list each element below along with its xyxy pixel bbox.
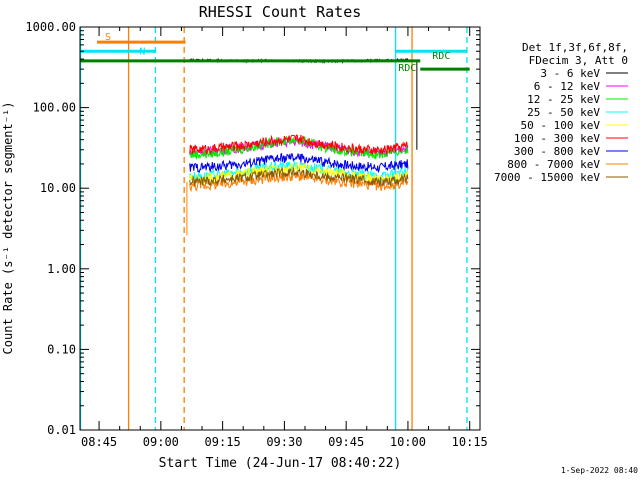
legend-entry-label-2: 12 - 25 keV [527,93,600,106]
render-timestamp: 1-Sep-2022 08:40 [561,466,638,475]
x-tick-label-1: 09:00 [143,435,179,449]
y-tick-label-3: 10.00 [40,181,76,195]
flag-label-0: S [105,32,111,43]
y-axis-label: Count Rate (s⁻¹ detector segment⁻¹) [1,102,15,355]
flag-label-1: N [139,46,145,57]
plot-frame [79,26,481,431]
y-tick-label-0: 0.01 [47,423,76,437]
legend-entry-label-7: 800 - 7000 keV [507,158,600,171]
legend: Det 1f,3f,6f,8f, FDecim 3, Att 0 3 - 6 k… [494,41,628,184]
x-tick-label-2: 09:15 [205,435,241,449]
chart-title: RHESSI Count Rates [199,3,362,21]
x-tick-label-5: 10:00 [390,435,426,449]
x-tick-label-3: 09:30 [266,435,302,449]
x-axis-label: Start Time (24-Jun-17 08:40:22) [159,456,402,471]
legend-entry-label-0: 3 - 6 keV [540,67,600,80]
x-tick-label-6: 10:15 [452,435,488,449]
series-line-5 [189,134,409,156]
y-axis-ticks: 0.01 0.10 1.00 10.00 100.00 1000.00 [25,20,480,437]
y-tick-label-1: 0.10 [47,342,76,356]
legend-entry-label-8: 7000 - 15000 keV [494,171,600,184]
legend-entry-label-5: 100 - 300 keV [514,132,600,145]
x-tick-label-4: 09:45 [328,435,364,449]
legend-entry-label-4: 50 - 100 keV [521,119,601,132]
flag-label-3: RDC [432,51,450,62]
series-line-6 [189,153,409,174]
flag-label-4: RDC [398,63,416,74]
vertical-markers [79,27,468,430]
y-tick-label-4: 100.00 [33,101,76,115]
legend-header-line-1: Det 1f,3f,6f,8f, [522,41,628,54]
legend-entry-label-1: 6 - 12 keV [534,80,601,93]
legend-entry-label-3: 25 - 50 keV [527,106,600,119]
y-tick-label-5: 1000.00 [25,20,76,34]
x-axis-ticks: 08:45 09:00 09:15 09:30 09:45 10:00 10:15 [81,27,488,449]
y-tick-label-2: 1.00 [47,262,76,276]
x-tick-label-0: 08:45 [81,435,117,449]
flag-bars: S N RDC RDC [80,32,470,74]
legend-entry-label-6: 300 - 800 keV [514,145,600,158]
series-line-8 [189,167,409,187]
legend-header-line-2: FDecim 3, Att 0 [529,54,628,67]
